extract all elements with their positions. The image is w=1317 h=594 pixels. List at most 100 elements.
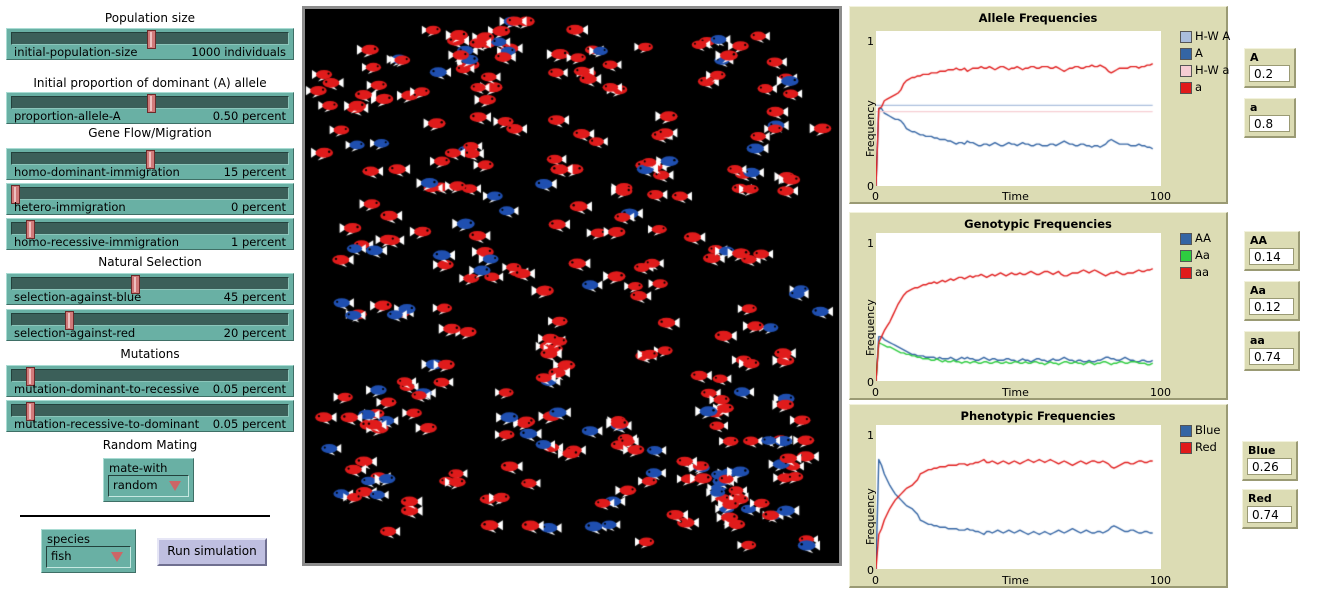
x-tick-min: 0 (872, 386, 879, 399)
slider-selection-against-blue[interactable]: selection-against-blue 45 percent (6, 273, 294, 305)
x-tick-min: 0 (872, 574, 879, 587)
slider-handle[interactable] (146, 94, 156, 113)
slider-proportion-allele-a[interactable]: proportion-allele-A 0.50 percent (6, 92, 294, 124)
chooser-value-box[interactable]: random (108, 475, 189, 497)
legend-item: a (1180, 80, 1230, 97)
legend-label: H-W A (1195, 29, 1231, 43)
chooser-label: mate-with (109, 461, 168, 475)
legend-item: Aa (1180, 248, 1211, 265)
slider-handle[interactable] (130, 275, 140, 294)
monitor-phenotype-red: Red 0.74 (1242, 489, 1298, 529)
section-title-gene-flow: Gene Flow/Migration (88, 126, 212, 140)
slider-handle[interactable] (25, 220, 35, 239)
chevron-down-icon[interactable] (169, 481, 181, 491)
monitor-genotype-het: Aa 0.12 (1244, 281, 1300, 321)
monitor-genotype-aa-rec: aa 0.74 (1244, 331, 1300, 371)
legend-item: Blue (1180, 423, 1220, 440)
y-tick-min: 0 (867, 564, 874, 577)
slider-value: 0.05 percent (212, 417, 286, 431)
monitor-label: A (1250, 51, 1259, 64)
monitor-value: 0.74 (1249, 348, 1294, 365)
legend-item: Red (1180, 440, 1220, 457)
monitor-genotype-aa-dom: AA 0.14 (1244, 231, 1300, 271)
chooser-selected-value: random (113, 478, 158, 492)
legend-swatch-icon (1180, 233, 1192, 245)
slider-label: proportion-allele-A (14, 109, 121, 123)
plot-genotypic-frequencies: Genotypic Frequencies 1 0 Frequency 0 10… (849, 212, 1228, 400)
monitor-phenotype-blue: Blue 0.26 (1242, 441, 1298, 481)
slider-label: homo-dominant-immigration (14, 165, 180, 179)
world-view[interactable] (302, 6, 842, 566)
legend-swatch-icon (1180, 65, 1192, 77)
section-divider (20, 515, 270, 517)
y-tick-min: 0 (867, 376, 874, 389)
slider-value: 0.50 percent (212, 109, 286, 123)
y-tick-max: 1 (867, 237, 874, 250)
monitor-label: aa (1250, 334, 1265, 347)
plot-legend: H-W A A H-W a a (1180, 29, 1230, 97)
legend-swatch-icon (1180, 425, 1192, 437)
slider-homo-dominant-immigration[interactable]: homo-dominant-immigration 15 percent (6, 148, 294, 180)
slider-hetero-immigration[interactable]: hetero-immigration 0 percent (6, 183, 294, 215)
run-simulation-button[interactable]: Run simulation (157, 538, 267, 566)
legend-label: A (1195, 46, 1203, 60)
slider-mutation-dominant-to-recessive[interactable]: mutation-dominant-to-recessive 0.05 perc… (6, 365, 294, 397)
monitor-label: Red (1248, 492, 1272, 505)
slider-handle[interactable] (145, 150, 155, 169)
legend-label: Blue (1195, 423, 1221, 437)
fish-population-canvas[interactable] (305, 9, 839, 563)
x-axis-label: Time (1002, 190, 1029, 203)
slider-label: selection-against-blue (14, 290, 142, 304)
slider-label: initial-population-size (14, 45, 138, 59)
slider-track[interactable] (11, 313, 289, 326)
y-tick-min: 0 (867, 180, 874, 193)
monitor-value: 0.26 (1247, 458, 1292, 475)
legend-swatch-icon (1180, 442, 1192, 454)
monitor-label: Blue (1248, 444, 1276, 457)
y-axis-label: Frequency (864, 299, 877, 356)
slider-label: homo-recessive-immigration (14, 235, 179, 249)
legend-label: Aa (1195, 248, 1210, 262)
section-title-initial-proportion: Initial proportion of dominant (A) allel… (33, 76, 267, 90)
slider-value: 1 percent (230, 235, 286, 249)
monitor-value: 0.12 (1249, 298, 1294, 315)
legend-label: AA (1195, 231, 1212, 245)
legend-label: H-W a (1195, 63, 1230, 77)
plot-canvas-area (876, 31, 1161, 186)
x-axis-label: Time (1002, 574, 1029, 587)
y-axis-label: Frequency (864, 100, 877, 157)
chooser-mate-with[interactable]: mate-with random (103, 458, 194, 502)
slider-track[interactable] (11, 404, 289, 417)
slider-homo-recessive-immigration[interactable]: homo-recessive-immigration 1 percent (6, 218, 294, 250)
slider-value: 1000 individuals (191, 45, 286, 59)
slider-track[interactable] (11, 369, 289, 382)
chooser-species[interactable]: species fish (41, 529, 136, 573)
plot-line-canvas (876, 31, 1161, 186)
slider-handle[interactable] (25, 367, 35, 386)
legend-swatch-icon (1180, 48, 1192, 60)
monitor-value: 0.8 (1249, 115, 1290, 132)
chevron-down-icon[interactable] (111, 552, 123, 562)
monitor-value: 0.74 (1247, 506, 1292, 523)
legend-item: A (1180, 46, 1230, 63)
slider-value: 20 percent (223, 326, 286, 340)
monitor-value: 0.2 (1249, 65, 1290, 82)
chooser-selected-value: fish (51, 549, 72, 563)
slider-track[interactable] (11, 187, 289, 200)
chooser-value-box[interactable]: fish (46, 546, 131, 568)
monitor-allele-a-lower: a 0.8 (1244, 98, 1296, 138)
slider-handle[interactable] (25, 402, 35, 421)
slider-track[interactable] (11, 277, 289, 290)
slider-value: 0.05 percent (212, 382, 286, 396)
slider-handle[interactable] (146, 30, 156, 49)
y-axis-label: Frequency (864, 488, 877, 545)
slider-selection-against-red[interactable]: selection-against-red 20 percent (6, 309, 294, 341)
monitor-allele-a: A 0.2 (1244, 48, 1296, 88)
slider-initial-population-size[interactable]: initial-population-size 1000 individuals (6, 28, 294, 60)
slider-mutation-recessive-to-dominant[interactable]: mutation-recessive-to-dominant 0.05 perc… (6, 400, 294, 432)
plot-legend: Blue Red (1180, 423, 1220, 457)
slider-handle[interactable] (64, 311, 74, 330)
slider-handle[interactable] (11, 185, 20, 204)
slider-track[interactable] (11, 222, 289, 235)
legend-label: aa (1195, 265, 1210, 279)
